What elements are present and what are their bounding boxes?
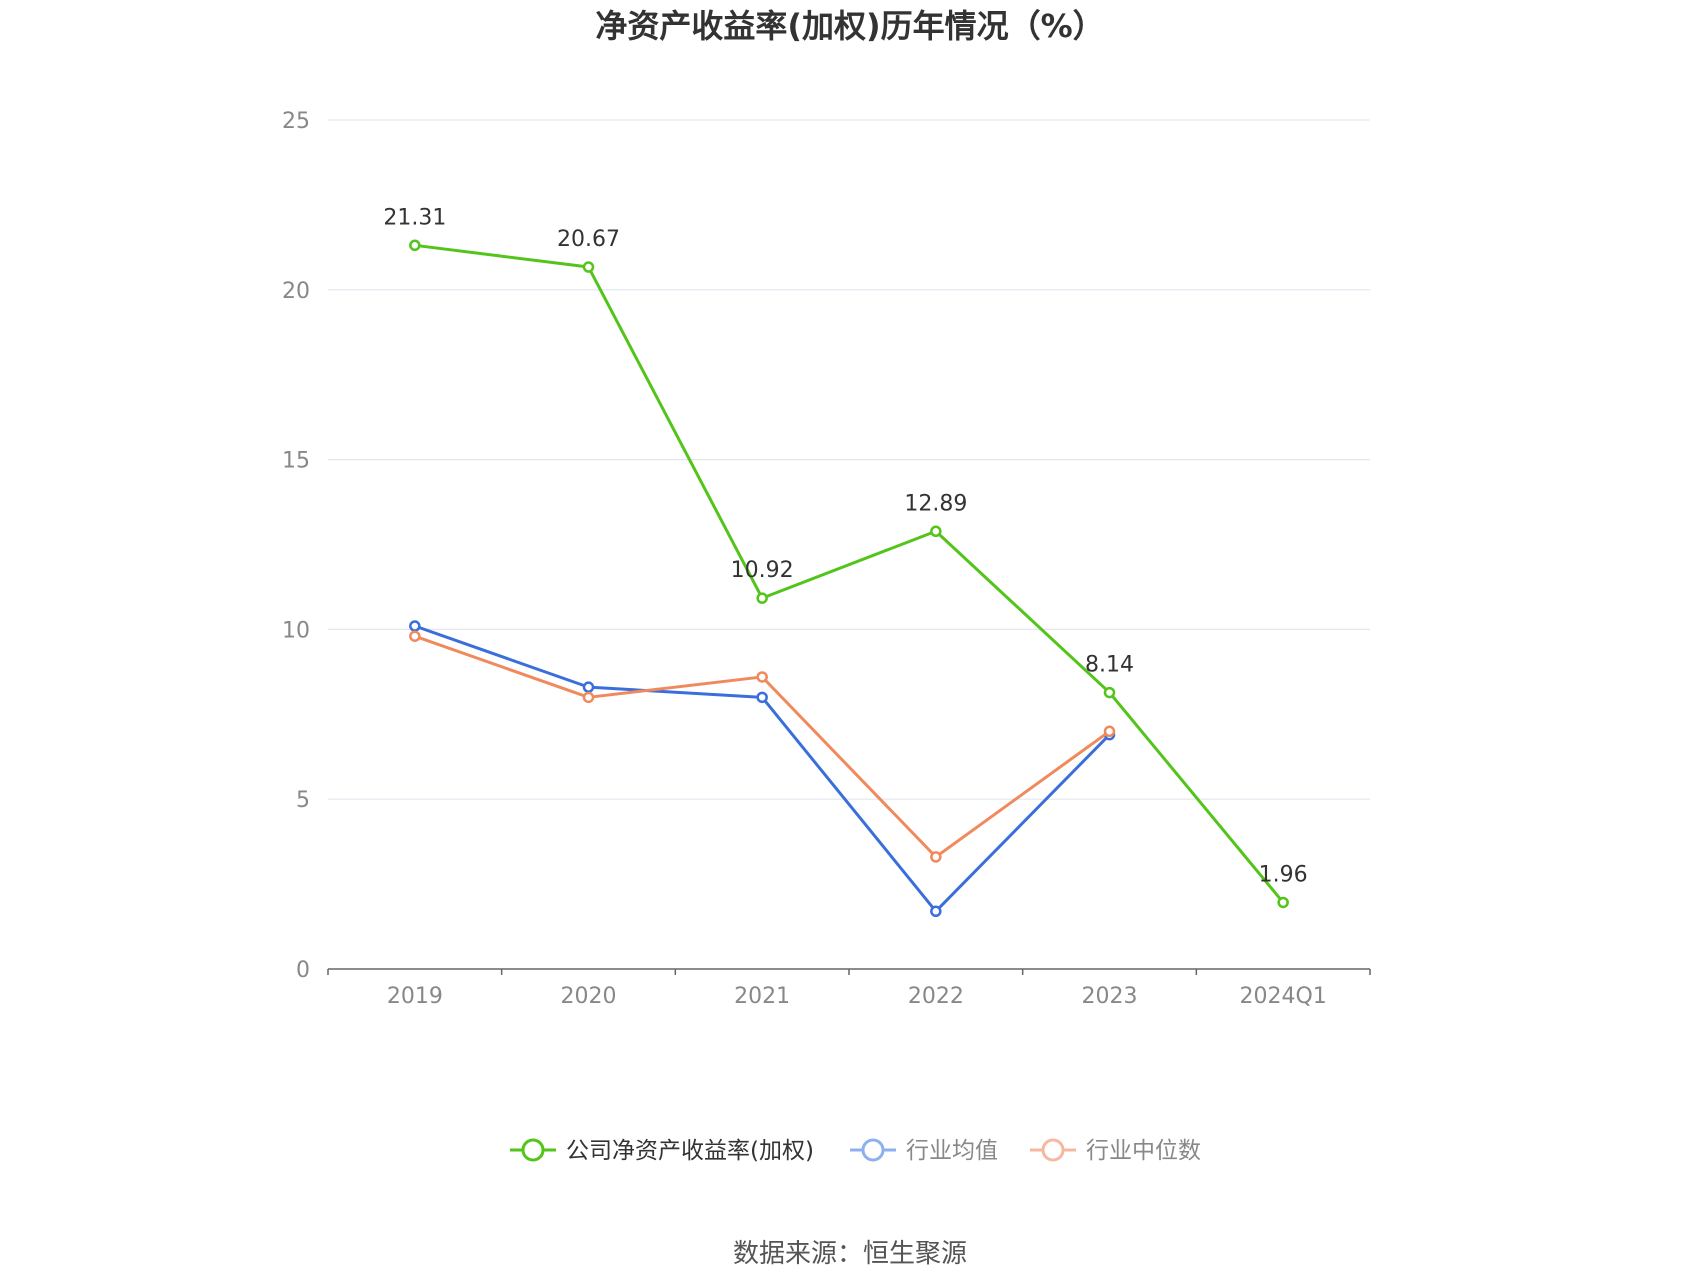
data-point[interactable] <box>582 681 595 693</box>
y-tick-label: 15 <box>282 449 310 474</box>
series-line <box>414 634 1111 859</box>
series-2 <box>409 630 1116 863</box>
x-tick-label: 2020 <box>561 984 617 1009</box>
x-tick-label: 2021 <box>734 984 790 1009</box>
legend-label: 行业均值 <box>906 1138 998 1164</box>
series-line <box>414 624 1111 913</box>
data-label: 21.31 <box>383 205 446 230</box>
data-point[interactable] <box>756 671 768 683</box>
data-point[interactable] <box>1103 686 1116 699</box>
x-axis: 2019 2020 2021 2022 2023 2024Q1 <box>327 968 1371 1009</box>
data-label: 20.67 <box>557 227 620 252</box>
data-label: 1.96 <box>1259 862 1308 887</box>
data-point[interactable] <box>930 905 942 918</box>
series-1 <box>409 620 1116 918</box>
y-tick-label: 25 <box>282 109 310 134</box>
legend-label: 公司净资产收益率(加权) <box>566 1138 814 1164</box>
series-layer: 21.31 20.67 10.92 12.89 8.14 1.96 <box>383 205 1308 918</box>
data-point[interactable] <box>1277 896 1289 909</box>
x-tick-label: 2019 <box>387 984 443 1009</box>
legend-marker-icon <box>1041 1138 1065 1162</box>
series-line <box>414 243 1285 904</box>
chart-title: 净资产收益率(加权)历年情况（%） <box>595 7 1104 45</box>
data-point[interactable] <box>409 239 421 252</box>
x-tick-label: 2022 <box>908 984 964 1009</box>
data-label: 10.92 <box>731 558 794 583</box>
data-point[interactable] <box>930 525 942 538</box>
y-tick-label: 20 <box>282 279 310 304</box>
data-point[interactable] <box>582 261 595 273</box>
y-axis-ticks: 0 5 10 15 20 25 <box>282 109 310 983</box>
y-tick-label: 5 <box>296 788 310 813</box>
legend-marker-icon <box>861 1138 885 1162</box>
grid-lines <box>328 119 1370 800</box>
y-tick-label: 0 <box>296 958 310 983</box>
data-point[interactable] <box>1103 725 1116 738</box>
data-point[interactable] <box>930 851 942 863</box>
data-point[interactable] <box>409 620 421 632</box>
x-tick-label: 2024Q1 <box>1240 984 1327 1009</box>
legend-item[interactable]: 行业中位数 <box>1030 1138 1201 1164</box>
data-point[interactable] <box>756 592 768 604</box>
legend-item[interactable]: 公司净资产收益率(加权) <box>510 1138 814 1164</box>
data-label: 8.14 <box>1085 653 1134 678</box>
x-tick-label: 2023 <box>1082 984 1138 1009</box>
data-point[interactable] <box>582 691 595 704</box>
legend-marker-icon <box>521 1138 545 1162</box>
legend[interactable]: 公司净资产收益率(加权) 行业均值 行业中位数 <box>510 1138 1201 1164</box>
data-label: 12.89 <box>904 491 967 516</box>
y-tick-label: 10 <box>282 618 310 643</box>
data-point[interactable] <box>409 630 421 642</box>
series-0: 21.31 20.67 10.92 12.89 8.14 1.96 <box>383 205 1308 909</box>
legend-item[interactable]: 行业均值 <box>850 1138 998 1164</box>
legend-label: 行业中位数 <box>1086 1138 1201 1164</box>
data-point[interactable] <box>756 691 768 704</box>
source-note: 数据来源：恒生聚源 <box>733 1239 967 1269</box>
